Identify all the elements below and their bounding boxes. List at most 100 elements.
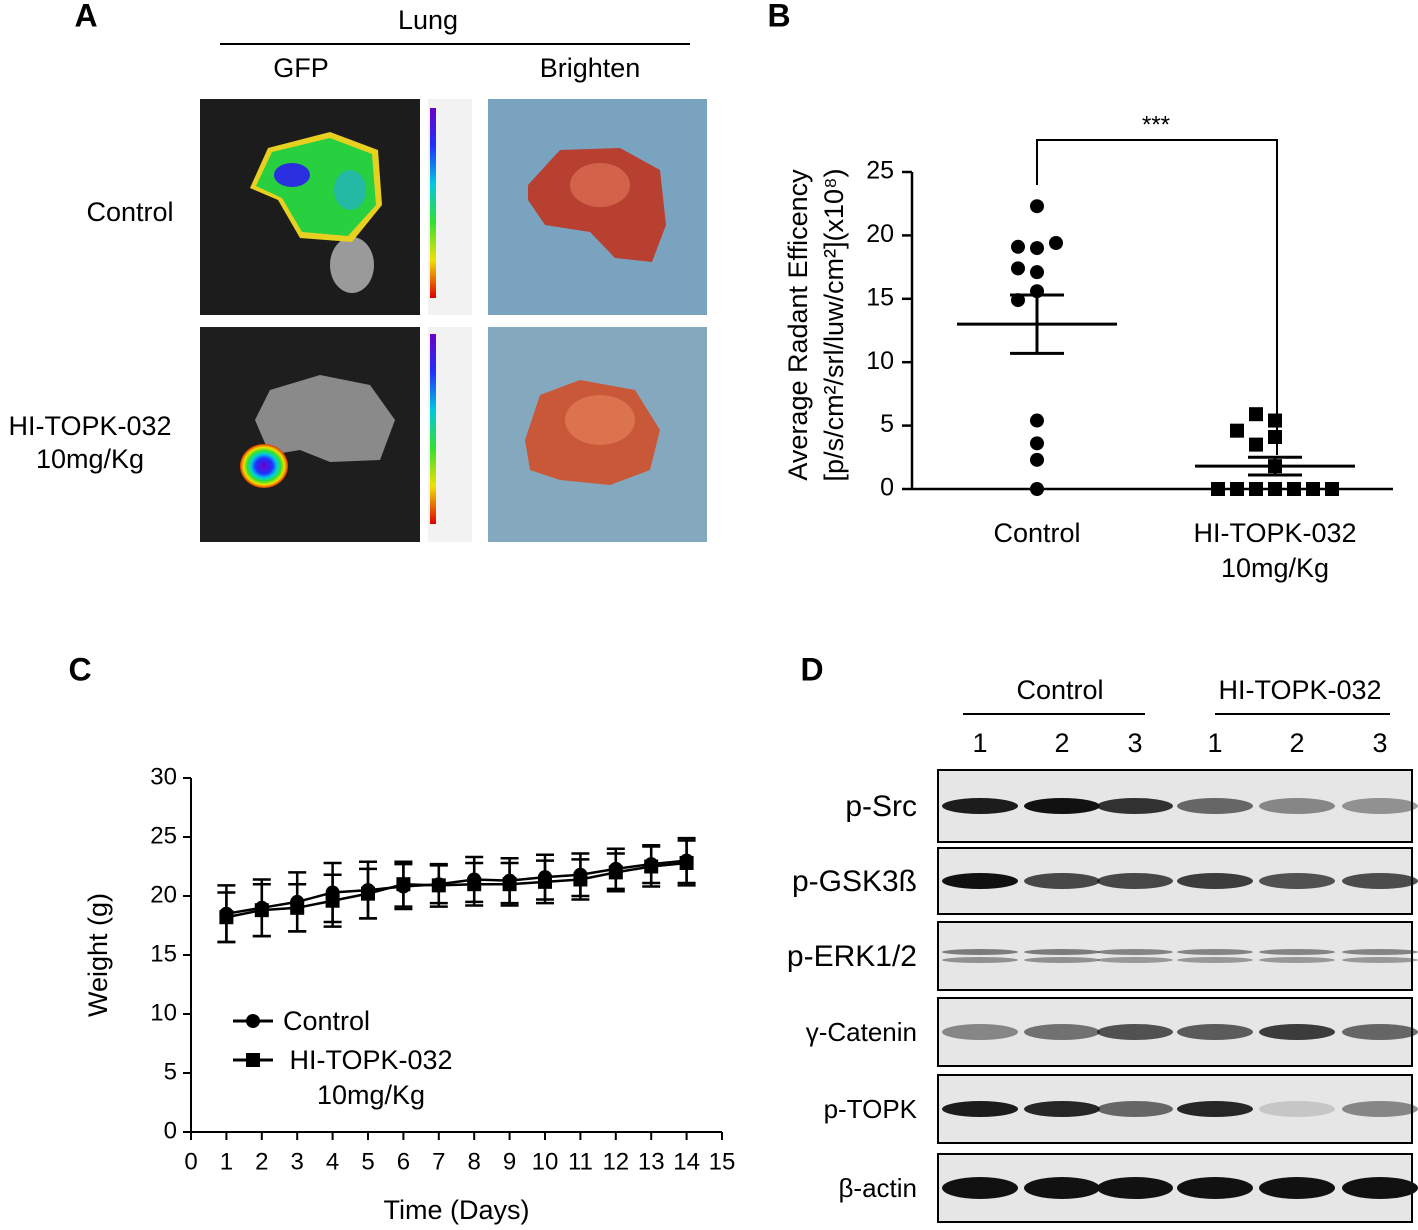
band	[1097, 873, 1173, 889]
band	[1259, 1101, 1335, 1117]
y-tick-label: 10	[150, 999, 177, 1026]
band	[1342, 798, 1418, 814]
legend-marker	[246, 1053, 260, 1067]
band-label: γ-Catenin	[806, 1017, 917, 1047]
y-axis-label: [p/s/cm²/srl/luw/cm²](x10⁸)	[819, 169, 849, 482]
data-point	[254, 903, 269, 918]
band-label: p-GSK3ß	[792, 865, 917, 898]
data-point	[502, 877, 517, 892]
lane-label: 2	[1054, 728, 1069, 758]
x-tick-label: 5	[361, 1148, 374, 1175]
data-point	[1011, 239, 1025, 254]
data-point	[1030, 241, 1044, 256]
data-point	[644, 859, 659, 874]
band	[1177, 798, 1253, 814]
band	[942, 949, 1018, 955]
panel-label: D	[800, 651, 823, 687]
x-tick-label: 14	[673, 1148, 700, 1175]
lane-label: 1	[972, 728, 987, 758]
x-axis-label: Time (Days)	[384, 1195, 530, 1225]
data-point	[1030, 452, 1044, 467]
band	[1342, 873, 1418, 889]
legend-marker	[246, 1014, 260, 1028]
y-tick-label: 15	[150, 940, 177, 967]
band	[942, 873, 1018, 889]
band	[942, 1177, 1018, 1199]
panel-a-header: Lung	[398, 5, 458, 35]
column-label: Brighten	[540, 53, 641, 83]
x-tick-label: 10	[532, 1148, 559, 1175]
band	[1259, 798, 1335, 814]
data-point	[1249, 482, 1263, 496]
band	[1177, 873, 1253, 889]
data-point	[325, 893, 340, 908]
gfp-image-treated	[200, 327, 472, 542]
panel-label: C	[68, 651, 91, 687]
y-tick-label: 10	[866, 347, 894, 375]
y-axis-label: Weight (g)	[83, 893, 113, 1017]
band-label: p-TOPK	[824, 1094, 918, 1124]
significance-label: ***	[1142, 111, 1170, 138]
gfp-image-control	[200, 99, 472, 315]
band	[1259, 1024, 1335, 1040]
lane-label: 3	[1372, 728, 1387, 758]
band	[1177, 957, 1253, 963]
y-tick-label: 15	[866, 283, 894, 311]
band	[1342, 1101, 1418, 1117]
lane-label: 3	[1127, 728, 1142, 758]
data-point	[1230, 423, 1244, 438]
x-tick-label: 1	[220, 1148, 233, 1175]
x-tick-label: 11	[568, 1148, 593, 1175]
band	[1024, 949, 1100, 955]
y-tick-label: 25	[150, 822, 177, 849]
data-point	[1011, 261, 1025, 276]
band	[1024, 798, 1100, 814]
data-point	[1325, 482, 1339, 496]
y-tick-label: 20	[866, 220, 894, 248]
data-point	[1030, 199, 1044, 214]
band-label: p-Src	[845, 790, 917, 823]
data-point	[1030, 413, 1044, 428]
band	[1024, 1177, 1100, 1199]
data-point	[219, 910, 234, 925]
group-label: HI-TOPK-032	[1218, 675, 1381, 705]
bright-image-treated	[488, 327, 707, 542]
data-point	[1268, 430, 1282, 445]
band	[1097, 949, 1173, 955]
band	[1097, 957, 1173, 963]
data-point	[1030, 265, 1044, 280]
data-point	[431, 878, 446, 893]
lane-label: 2	[1289, 728, 1304, 758]
band	[1342, 1024, 1418, 1040]
x-tick-label: 4	[326, 1148, 339, 1175]
band-label: β-actin	[838, 1173, 917, 1203]
band	[1177, 1101, 1253, 1117]
band	[1177, 1177, 1253, 1199]
x-tick-label: 8	[468, 1148, 481, 1175]
band	[1259, 873, 1335, 889]
data-point	[396, 877, 411, 892]
x-tick-label: 2	[255, 1148, 268, 1175]
y-tick-label: 5	[164, 1058, 177, 1085]
band	[1259, 1177, 1335, 1199]
data-point	[1011, 293, 1025, 308]
blot-frame	[937, 921, 1413, 991]
data-point	[1211, 482, 1225, 496]
band	[1024, 873, 1100, 889]
band	[1024, 957, 1100, 963]
y-tick-label: 0	[164, 1117, 177, 1144]
band	[1259, 949, 1335, 955]
x-tick-label: 15	[709, 1148, 736, 1175]
data-point	[608, 865, 623, 880]
panel-label: B	[767, 0, 790, 33]
band	[1342, 1177, 1418, 1199]
data-point	[1249, 437, 1263, 452]
band	[1259, 957, 1335, 963]
x-tick-label: HI-TOPK-032 10mg/Kg	[1193, 518, 1357, 583]
data-point	[1306, 482, 1320, 496]
data-point	[1230, 482, 1244, 496]
data-point	[1030, 482, 1044, 496]
data-point	[290, 900, 305, 915]
